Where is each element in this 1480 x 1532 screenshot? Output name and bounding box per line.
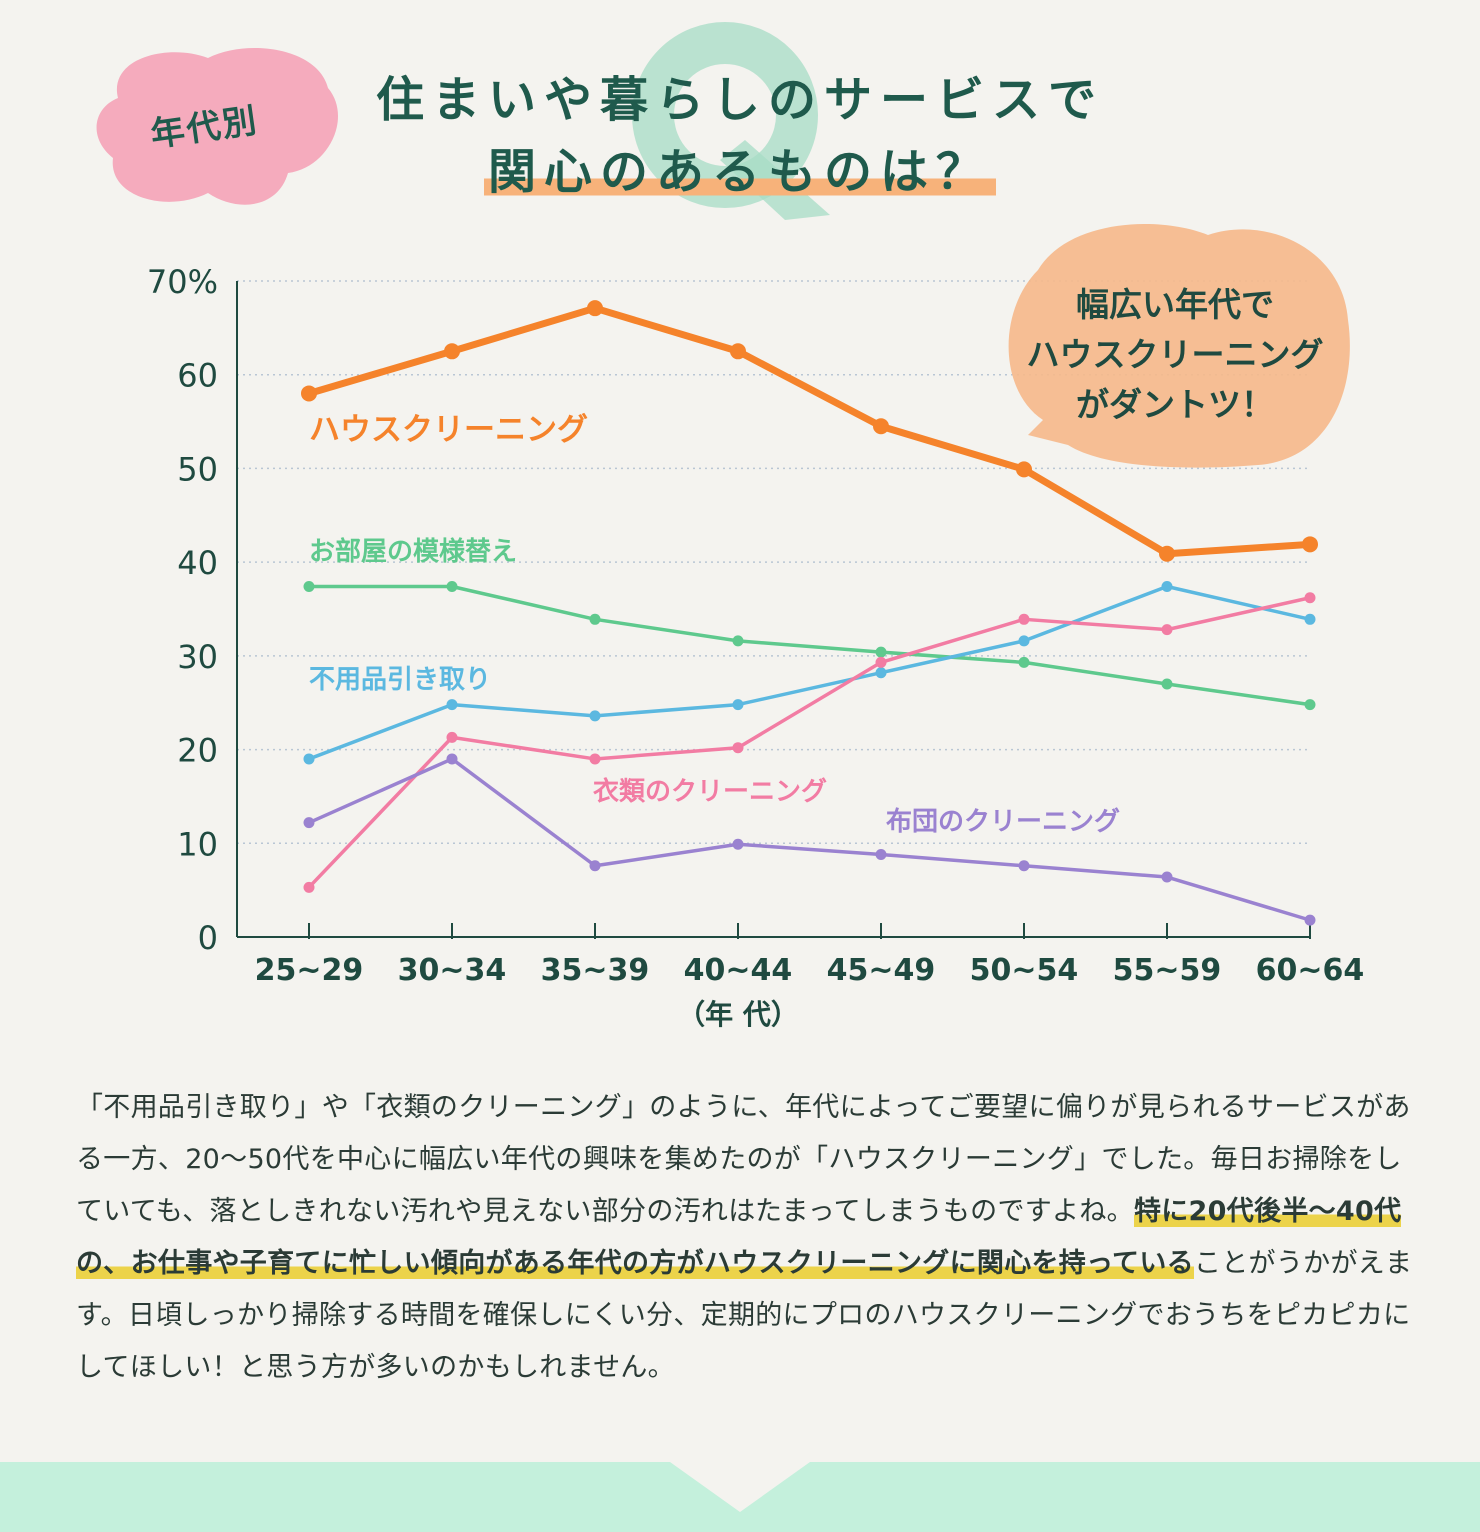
series-line	[308, 584, 1311, 761]
data-point	[1018, 860, 1030, 872]
series-label: 不用品引き取り	[309, 665, 491, 695]
series-3: 衣類のクリーニング	[303, 592, 1316, 893]
x-tick-label: 25~29	[255, 953, 364, 988]
series-label: お部屋の模様替え	[309, 536, 517, 567]
data-point	[446, 581, 458, 593]
y-tick-label: 40	[177, 544, 218, 582]
x-tick-label: 60~64	[1256, 953, 1365, 988]
x-tick-label: 55~59	[1113, 953, 1222, 988]
y-tick-label: 70%	[147, 263, 218, 301]
series-line	[307, 596, 1311, 889]
callout-line: がダントツ！	[1076, 385, 1274, 424]
y-tick-label: 50	[177, 450, 218, 488]
series-0: ハウスクリーニング	[301, 300, 1318, 562]
data-point	[875, 646, 887, 658]
y-tick-label: 60	[177, 357, 218, 395]
data-point	[730, 343, 746, 360]
data-point	[1161, 624, 1173, 636]
description-paragraph: 「不用品引き取り」や「衣類のクリーニング」のように、年代によってご要望に偏りが見…	[76, 1082, 1416, 1394]
series-1: お部屋の模様替え	[303, 536, 1316, 711]
data-point	[1161, 871, 1173, 883]
data-point	[1302, 536, 1318, 553]
data-point	[589, 753, 601, 765]
data-point	[1304, 699, 1316, 711]
data-point	[589, 710, 601, 722]
y-tick-label: 20	[177, 732, 218, 770]
tag-cloud-shape	[96, 48, 339, 205]
data-point	[444, 343, 460, 360]
callout-bubble-shape	[1008, 224, 1350, 468]
data-point	[873, 418, 889, 435]
callout-line: ハウスクリーニング	[1026, 335, 1324, 374]
body-text-1: 「不用品引き取り」や「衣類のクリーニング」のように、年代によってご要望に偏りが見…	[76, 1092, 1411, 1227]
data-point	[589, 860, 601, 872]
line-chart: 0 10 20 30 40 50 60 70% 25~29 30~34 35~39 40~44 45~4…	[147, 263, 1365, 1031]
data-point	[303, 753, 315, 765]
series-2: 不用品引き取り	[303, 581, 1316, 765]
data-point	[589, 613, 601, 625]
callout-text: 幅広い年代で ハウスクリーニング がダントツ！	[1010, 280, 1340, 430]
data-point	[446, 731, 458, 743]
x-tick-label: 35~39	[541, 953, 650, 988]
series-line	[308, 304, 1311, 558]
title-line-2-text: 関心のあるものは？	[483, 144, 996, 200]
data-point	[1159, 545, 1175, 562]
series-line	[309, 584, 1311, 707]
data-point	[1018, 635, 1030, 647]
data-point	[303, 581, 315, 593]
series-line	[308, 757, 1311, 922]
data-point	[732, 635, 744, 647]
data-point	[1018, 613, 1030, 625]
data-point	[732, 838, 744, 850]
x-tick-label: 30~34	[398, 953, 507, 988]
callout-line: 幅広い年代で	[1076, 285, 1274, 324]
data-point	[446, 753, 458, 765]
data-point	[875, 656, 887, 668]
data-point	[732, 699, 744, 711]
data-point	[875, 667, 887, 679]
series-label: ハウスクリーニング	[309, 412, 588, 448]
data-point	[587, 300, 603, 317]
series-label: 衣類のクリーニング	[593, 776, 827, 807]
data-point	[303, 881, 315, 893]
body-text-2: ことがうかがえます。日頃しっかり掃除する時間を確保しにくい分、定期的にプロのハウ…	[76, 1248, 1413, 1383]
x-tick-label: 45~49	[827, 953, 936, 988]
data-point	[303, 817, 315, 829]
title-line-2: 関心のあるものは？	[0, 132, 1480, 202]
title-line-1: 住まいや暮らしのサービスで	[375, 72, 1104, 128]
y-tick-label: 10	[177, 825, 218, 863]
y-tick-label: 30	[177, 638, 218, 676]
y-tick-label: 0	[198, 919, 218, 957]
down-arrow-notch	[670, 1462, 810, 1512]
data-point	[446, 699, 458, 711]
data-point	[301, 385, 317, 402]
data-point	[1018, 656, 1030, 668]
data-point	[1161, 678, 1173, 690]
data-point	[1304, 592, 1316, 604]
x-axis-label: （年 代）	[677, 998, 799, 1031]
series-4: 布団のクリーニング	[303, 753, 1316, 926]
x-tick-label: 40~44	[684, 953, 793, 988]
data-point	[875, 849, 887, 861]
data-point	[1304, 914, 1316, 926]
series-label: 布団のクリーニング	[886, 807, 1120, 837]
x-tick-label: 50~54	[970, 953, 1079, 988]
data-point	[1161, 581, 1173, 593]
data-point	[1016, 461, 1032, 478]
data-point	[1304, 613, 1316, 625]
data-point	[732, 742, 744, 754]
